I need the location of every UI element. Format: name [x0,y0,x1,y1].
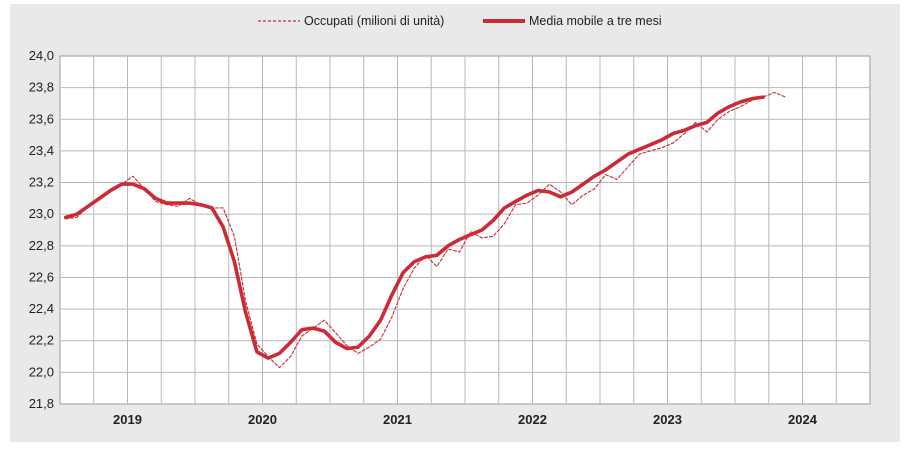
y-tick-label: 22,8 [29,238,54,253]
y-tick-label: 23,8 [29,80,54,95]
x-tick-label: 2022 [518,412,547,427]
series-group [63,91,787,369]
line-chart: Occupati (milioni di unità) Media mobile… [29,14,871,427]
legend-label-media: Media mobile a tre mesi [529,14,662,28]
y-axis: 21,8 22,0 22,2 22,4 22,6 22,8 23,0 23,2 23,4 23,6… [29,48,54,411]
series-media-mobile-line [63,95,765,360]
y-tick-label: 22,0 [29,364,54,379]
legend: Occupati (milioni di unità) Media mobile… [258,14,662,28]
chart-container: Occupati (milioni di unità) Media mobile… [10,4,900,442]
gridlines [60,56,870,404]
y-tick-label: 24,0 [29,48,54,63]
y-tick-label: 22,2 [29,333,54,348]
y-tick-label: 22,4 [29,301,54,316]
y-tick-label: 21,8 [29,396,54,411]
y-tick-label: 23,4 [29,143,54,158]
x-tick-label: 2021 [383,412,412,427]
x-tick-label: 2023 [653,412,682,427]
y-tick-label: 22,6 [29,269,54,284]
y-tick-label: 23,6 [29,111,54,126]
x-tick-label: 2020 [248,412,277,427]
y-tick-label: 23,0 [29,206,54,221]
y-tick-label: 23,2 [29,175,54,190]
x-tick-label: 2019 [113,412,142,427]
legend-label-occupati: Occupati (milioni di unità) [304,14,444,28]
x-tick-label: 2024 [788,412,818,427]
x-axis: 2019 2020 2021 2022 2023 2024 [113,412,818,427]
